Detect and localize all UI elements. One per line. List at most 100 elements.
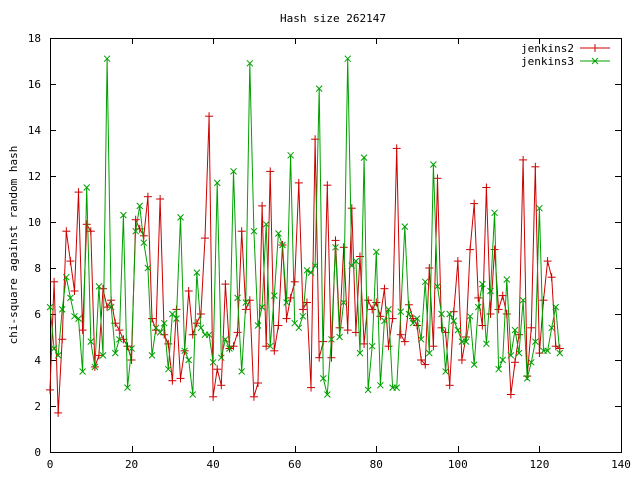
data-point [413, 315, 421, 322]
data-point [527, 323, 536, 332]
data-point-marker [397, 308, 405, 316]
data-point [397, 308, 405, 316]
data-point [131, 215, 140, 224]
data-point-marker [413, 315, 421, 322]
data-point-marker [536, 204, 543, 212]
data-point-marker [87, 338, 95, 345]
data-point-marker [222, 335, 229, 343]
data-point [478, 280, 486, 288]
data-point [368, 342, 376, 350]
data-point-marker [446, 310, 454, 318]
data-point [287, 151, 294, 159]
data-point [393, 384, 401, 391]
data-point-marker [103, 55, 111, 63]
data-point [78, 326, 87, 335]
data-point [156, 195, 165, 203]
data-point [445, 381, 454, 390]
data-point [466, 312, 474, 320]
data-point-marker [311, 262, 319, 270]
data-point [91, 363, 99, 371]
data-point-marker [144, 264, 152, 272]
data-point [94, 351, 103, 360]
data-point [164, 365, 172, 373]
data-point [128, 345, 135, 352]
data-point [295, 324, 303, 332]
data-point-marker [360, 154, 368, 161]
x-tick-label: 60 [288, 458, 301, 471]
y-tick-label: 4 [34, 354, 41, 367]
data-point [548, 324, 556, 332]
data-point [270, 346, 279, 355]
data-point-marker [250, 227, 258, 235]
data-point [99, 352, 107, 359]
data-point [234, 294, 241, 302]
data-point [396, 330, 405, 339]
data-point-marker [46, 303, 54, 311]
data-point [160, 319, 168, 327]
data-point [140, 239, 148, 247]
x-tick-label: 120 [529, 458, 549, 471]
data-point [193, 269, 201, 276]
data-point [323, 391, 331, 398]
data-point-marker [332, 243, 339, 251]
y-axis-label-group: chi-square against random hash [7, 146, 20, 345]
data-point-marker [438, 310, 445, 318]
data-point [120, 211, 127, 219]
series-layer [46, 55, 564, 417]
data-point [181, 347, 188, 355]
data-point [282, 314, 291, 323]
data-point [74, 188, 83, 197]
data-point-marker [507, 352, 515, 359]
chart-title: Hash size 262147 [280, 12, 386, 25]
data-point-marker [67, 294, 74, 302]
data-point [417, 356, 426, 364]
data-point [226, 345, 233, 352]
data-point-marker [128, 345, 135, 352]
data-point [327, 353, 336, 362]
data-point [307, 383, 316, 392]
data-point-marker [279, 241, 286, 249]
data-point [192, 319, 201, 328]
data-point [147, 314, 156, 323]
data-point [343, 326, 352, 335]
data-point-marker [169, 310, 176, 318]
data-point [466, 245, 475, 254]
data-point [502, 310, 511, 318]
data-point [551, 342, 560, 351]
data-point [449, 307, 458, 316]
data-point [491, 209, 498, 217]
data-point [238, 368, 246, 375]
data-point [160, 330, 169, 339]
data-point-marker [478, 280, 486, 288]
data-point [408, 314, 417, 323]
data-point [376, 312, 385, 321]
axis-ticks: 0 20 40 60 80 100 120 140 0 2 4 6 8 10 12 14 16 18 [28, 32, 631, 471]
data-point [70, 287, 79, 295]
data-point [246, 59, 254, 67]
data-point-marker [474, 303, 482, 311]
data-point [442, 368, 449, 375]
data-point [482, 183, 491, 192]
data-point-marker [495, 365, 502, 373]
data-point-marker [527, 358, 535, 366]
data-point [148, 352, 156, 359]
data-point [254, 379, 263, 387]
data-point-marker [140, 239, 148, 247]
data-point-marker [275, 230, 282, 237]
legend-item-jenkins3: jenkins3 [521, 55, 610, 68]
data-point [229, 342, 238, 351]
data-point [364, 296, 373, 305]
data-point [127, 356, 136, 364]
data-point-marker [193, 269, 201, 276]
data-point [290, 277, 299, 286]
data-point [450, 317, 458, 325]
y-tick-label: 18 [28, 32, 41, 45]
data-point-marker [295, 324, 303, 332]
data-point [413, 321, 422, 330]
data-point [385, 306, 392, 313]
data-point [507, 352, 515, 359]
data-point [233, 328, 242, 337]
data-point [299, 312, 307, 320]
data-point-marker [156, 329, 164, 336]
data-point [156, 329, 164, 336]
